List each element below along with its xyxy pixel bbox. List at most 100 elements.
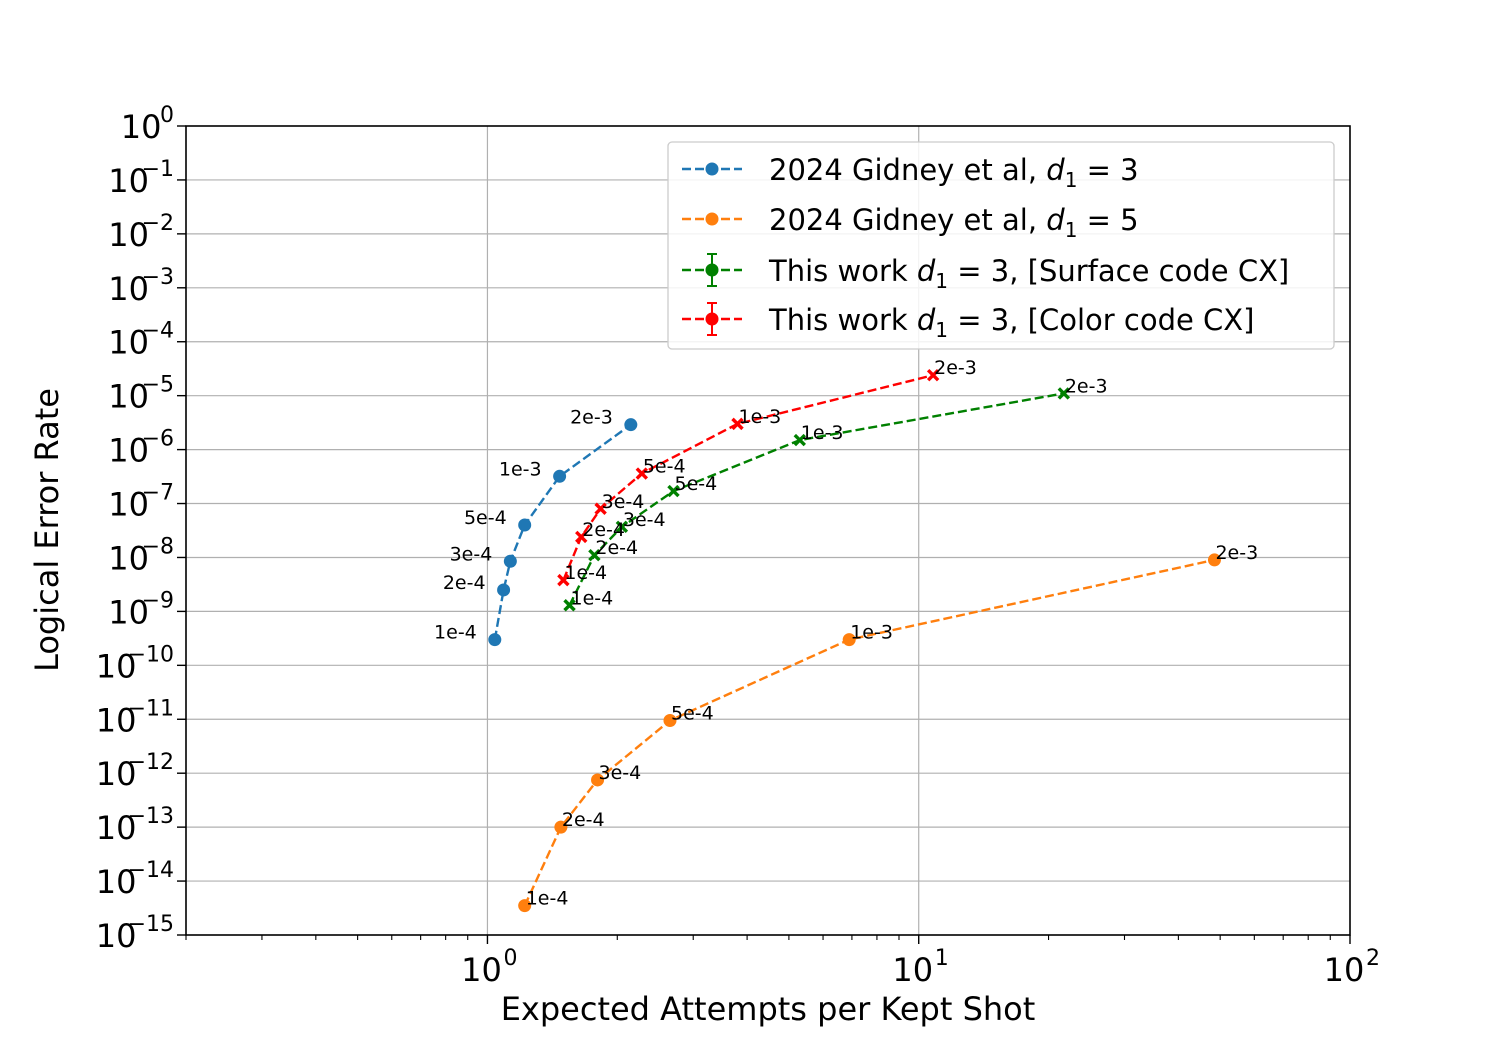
marker-stroke <box>731 417 744 431</box>
y-tick-exponent: −13 <box>128 804 174 829</box>
y-tick-label: 10 <box>96 917 137 955</box>
data-point <box>667 484 680 498</box>
series-line <box>493 423 632 640</box>
y-tick-exponent: −9 <box>142 588 174 613</box>
y-tick-label: 10 <box>96 701 137 739</box>
data-point <box>1207 553 1221 567</box>
data-point <box>624 418 638 432</box>
y-tick-label: 10 <box>96 647 137 685</box>
series-line <box>562 374 934 581</box>
marker-stroke <box>926 368 940 382</box>
data-point <box>842 633 856 647</box>
series-layer: 1e-4 2e-4 3e-4 5e-4 1e-3 2e-3 1e-4 2e-4 3e-4 5e-4… <box>434 357 1258 913</box>
marker-stroke <box>615 520 629 534</box>
x-tick-label: 10 <box>892 951 933 989</box>
series-2: 1e-42e-43e-45e-41e-32e-3 <box>563 375 1108 612</box>
marker-stroke <box>635 467 649 480</box>
data-point <box>488 633 502 647</box>
y-tick-label: 10 <box>108 378 149 416</box>
data-point <box>926 368 940 382</box>
point-label: 5e-4 <box>671 702 714 724</box>
axis-ticks: 10 0 10 1 10 2010−110−210−310−410−510−610−710… <box>96 103 1380 989</box>
legend-label: 2024 Gidney et al, d1 = 5 <box>769 203 1139 242</box>
data-point <box>793 433 807 447</box>
y-tick-label: 10 <box>108 216 149 254</box>
point-label: 2e-3 <box>1215 542 1258 564</box>
data-point <box>1057 387 1071 400</box>
x-tick-exponent: 0 <box>503 946 517 971</box>
marker-stroke <box>594 502 607 515</box>
point-label: 5e-4 <box>464 507 507 529</box>
x-tick-exponent: 1 <box>935 946 949 971</box>
y-tick-exponent: −12 <box>128 750 174 775</box>
point-label: 1e-3 <box>499 458 542 480</box>
y-tick-label: 10 <box>108 162 149 200</box>
data-point <box>557 573 570 587</box>
data-point <box>615 520 629 534</box>
point-label: 1e-3 <box>738 406 781 428</box>
data-point <box>553 469 567 483</box>
point-label: 1e-3 <box>801 422 844 444</box>
data-point <box>594 502 607 515</box>
point-label: 3e-4 <box>599 762 642 784</box>
point-label: 2e-3 <box>1065 375 1108 397</box>
point-label: 2e-4 <box>582 519 625 541</box>
point-label: 5e-4 <box>643 456 686 478</box>
data-point <box>731 417 744 431</box>
y-tick-label: 10 <box>96 863 137 901</box>
y-tick-label: 10 <box>96 809 137 847</box>
point-label: 1e-4 <box>564 562 607 584</box>
legend-marker <box>705 212 719 226</box>
data-point <box>575 530 588 544</box>
y-tick-label: 10 <box>108 324 149 362</box>
x-tick-exponent: 2 <box>1366 946 1380 971</box>
y-tick-label: 10 <box>108 486 149 524</box>
y-tick-exponent: −7 <box>142 481 174 506</box>
y-tick-exponent: −5 <box>142 373 174 398</box>
y-tick-exponent: −6 <box>142 427 174 452</box>
y-tick-exponent: −3 <box>142 265 174 290</box>
y-tick-exponent: −11 <box>128 696 174 721</box>
data-point <box>591 773 605 787</box>
y-tick-label: 10 <box>108 593 149 631</box>
data-point <box>588 549 601 562</box>
y-tick-label: 10 <box>108 270 149 308</box>
legend-marker <box>705 162 719 176</box>
x-tick-label: 10 <box>461 951 502 989</box>
legend-label: This work d1 = 3, [Surface code CX] <box>768 254 1289 293</box>
series-3: 1e-42e-43e-45e-41e-32e-3 <box>557 357 977 587</box>
legend-marker <box>705 263 719 277</box>
marker-stroke <box>563 599 576 612</box>
data-point <box>663 713 677 727</box>
marker-stroke <box>557 573 570 587</box>
legend-entry-2: This work d1 = 3, [Surface code CX] <box>682 253 1289 293</box>
series-1: 1e-4 2e-4 3e-4 5e-4 1e-3 2e-3 <box>518 542 1258 913</box>
legend: 2024 Gidney et al, d1 = 3 2024 Gidney et … <box>667 141 1335 350</box>
point-label: 2e-4 <box>595 537 638 559</box>
point-label: 1e-4 <box>434 622 477 644</box>
point-label: 2e-4 <box>562 809 605 831</box>
marker-stroke <box>793 433 807 447</box>
y-axis-label: Logical Error Rate <box>28 388 66 672</box>
y-tick-exponent: −8 <box>142 534 174 559</box>
point-label: 5e-4 <box>674 473 717 495</box>
data-point <box>497 583 511 597</box>
y-tick-label: 10 <box>108 432 149 470</box>
marker-stroke <box>1057 387 1071 400</box>
y-tick-exponent: −2 <box>142 211 174 236</box>
y-tick-exponent: −15 <box>128 912 174 937</box>
y-tick-exponent: −14 <box>128 858 174 883</box>
series-line <box>568 392 1065 606</box>
legend-entry-1: 2024 Gidney et al, d1 = 5 <box>682 203 1139 242</box>
legend-entry-3: This work d1 = 3, [Color code CX] <box>682 302 1255 342</box>
marker-stroke <box>575 530 588 544</box>
point-label: 1e-3 <box>850 622 893 644</box>
point-label: 3e-4 <box>450 543 493 565</box>
x-tick-label: 10 <box>1324 951 1365 989</box>
point-label: 2e-3 <box>570 407 613 429</box>
legend-label: This work d1 = 3, [Color code CX] <box>768 303 1255 342</box>
data-point <box>635 467 649 480</box>
marker-stroke <box>588 549 601 562</box>
y-tick-exponent: −4 <box>142 319 174 344</box>
